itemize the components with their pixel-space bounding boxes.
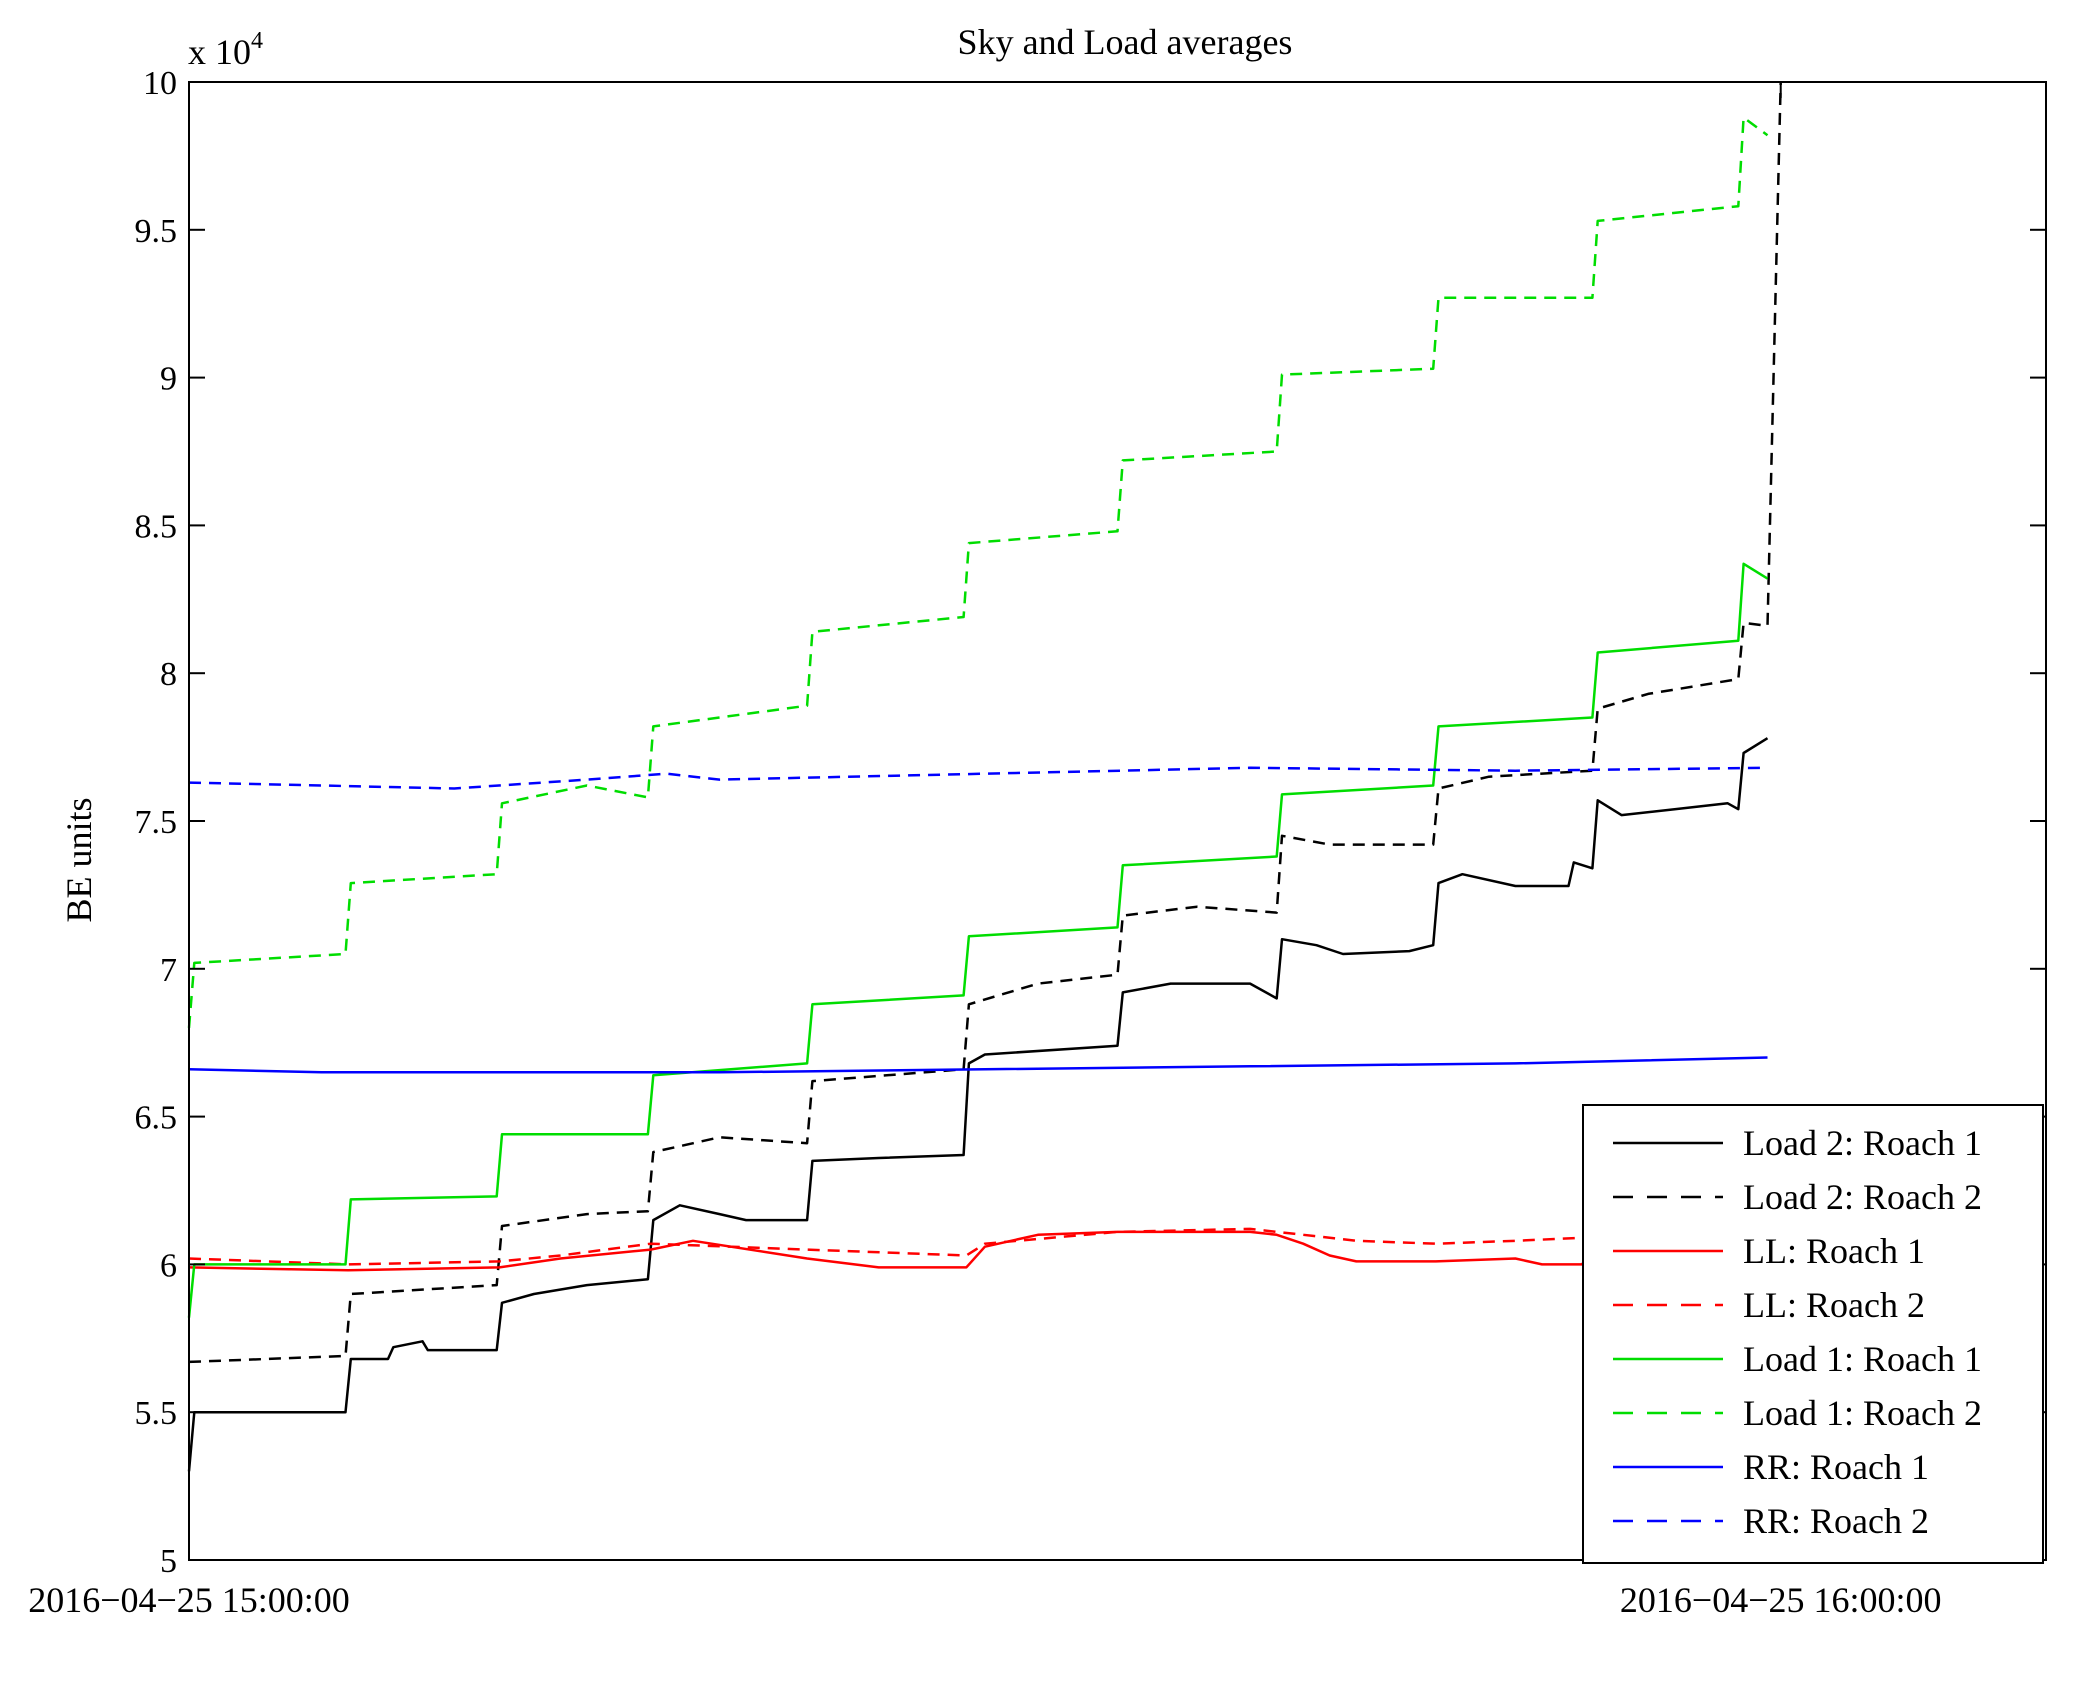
series-layer [187,81,1782,1472]
y-tick-label: 7 [160,952,177,989]
chart-title: Sky and Load averages [958,22,1293,62]
x-tick-label: 2016−04−25 16:00:00 [1620,1580,1942,1620]
series-line [187,116,1769,1029]
plot-area-frame [188,81,2047,1561]
legend-label: Load 1: Roach 1 [1743,1339,1982,1379]
y-tick-label: 8 [160,656,177,693]
ticks-layer: 5 5.5 6 6.5 7 7.5 8 8.5 9 9.5 10 2016−04−25 15:00:0… [28,65,2046,1620]
legend-label: RR: Roach 1 [1743,1447,1929,1487]
legend-label: Load 2: Roach 1 [1743,1123,1982,1163]
y-tick-label: 5.5 [135,1395,178,1432]
series-line [187,737,1769,1472]
y-tick-label: 10 [143,65,177,102]
y-exponent-power: 4 [251,28,263,54]
series-line [187,562,1769,1318]
series-line [188,1056,1768,1074]
y-exponent-label: x 104 [188,28,263,72]
legend-label: RR: Roach 2 [1743,1501,1929,1541]
x-tick-label: 2016−04−25 15:00:00 [28,1580,350,1620]
series-line [188,1230,1649,1272]
y-tick-label: 5 [160,1543,177,1580]
legend-label: Load 2: Roach 2 [1743,1177,1982,1217]
legend-label: LL: Roach 1 [1743,1231,1925,1271]
y-tick-label: 6.5 [135,1100,178,1137]
series-line [188,81,1782,1364]
y-tick-label: 8.5 [135,508,178,545]
y-exponent-base: x 10 [188,32,251,72]
legend-box [1582,1104,2044,1564]
y-tick-label: 9.5 [135,213,178,250]
legend-label: LL: Roach 2 [1743,1285,1925,1325]
y-tick-label: 6 [160,1247,177,1284]
series-line [188,766,1768,790]
legend: Load 2: Roach 1 Load 2: Roach 2 LL: Roach … [1582,1104,2044,1564]
series-line [188,1227,1649,1266]
y-tick-label: 7.5 [135,804,178,841]
y-axis-label: BE units [59,797,99,922]
y-tick-label: 9 [160,361,177,398]
legend-label: Load 1: Roach 2 [1743,1393,1982,1433]
